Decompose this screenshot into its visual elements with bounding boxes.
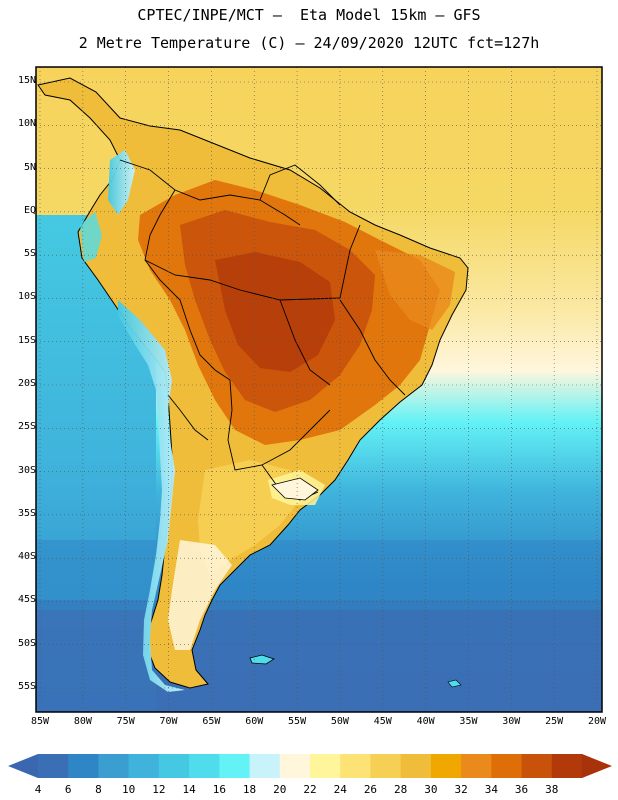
colorbar-label: 22 xyxy=(303,783,317,796)
latitude-label: 10S xyxy=(17,291,36,303)
colorbar-swatch xyxy=(551,754,583,778)
latitude-label: 20S xyxy=(17,378,36,389)
longitude-label: 45W xyxy=(373,716,392,727)
longitude-label: 60W xyxy=(245,716,264,727)
latitude-label: 5S xyxy=(23,248,36,260)
longitude-label: 25W xyxy=(545,716,564,727)
longitude-label: 65W xyxy=(202,716,221,727)
colorbar-swatch xyxy=(310,754,341,778)
colorbar-swatch xyxy=(98,754,130,778)
map-frame xyxy=(35,66,603,713)
colorbar-label: 30 xyxy=(424,783,438,796)
colorbar-label: 18 xyxy=(242,783,257,796)
longitude-label: 55W xyxy=(288,716,307,727)
colorbar-label: 26 xyxy=(363,783,378,796)
colorbar-label: 16 xyxy=(212,783,226,796)
latitude-label: 50S xyxy=(17,637,36,649)
longitude-label: 75W xyxy=(116,716,135,727)
latitude-label: 35S xyxy=(17,507,36,519)
colorbar-swatch xyxy=(219,754,251,778)
colorbar-max-arrow xyxy=(582,754,612,778)
colorbar-swatch xyxy=(400,754,432,778)
longitude-label: 20W xyxy=(587,716,607,727)
colorbar-label: 28 xyxy=(394,783,408,796)
colorbar-label: 4 xyxy=(34,783,42,796)
colorbar-swatch xyxy=(370,754,402,778)
longitude-label: 30W xyxy=(502,716,521,727)
latitude-label: 45S xyxy=(17,594,36,606)
latitude-label: 25S xyxy=(17,421,36,433)
colorbar-swatch xyxy=(189,754,220,778)
colorbar-swatch xyxy=(430,754,462,778)
map-title: CPTEC/INPE/MCT – Eta Model 15km – GFS xyxy=(137,6,481,24)
colorbar-min-arrow xyxy=(8,754,38,778)
latitude-label: 10N xyxy=(17,118,36,130)
colorbar-label: 20 xyxy=(273,783,287,796)
colorbar-label: 36 xyxy=(514,783,529,796)
latitude-label: 55S xyxy=(17,681,36,692)
longitude-label: 50W xyxy=(330,716,349,727)
colorbar-label: 6 xyxy=(64,783,72,796)
colorbar-label: 14 xyxy=(182,783,196,796)
latitude-label: 5N xyxy=(23,161,36,173)
latitude-label: 15S xyxy=(17,334,36,346)
colorbar-label: 32 xyxy=(454,783,468,796)
longitude-label: 80W xyxy=(73,716,92,727)
latitude-label: 15N xyxy=(17,75,36,86)
color-scale-bar xyxy=(8,754,612,778)
colorbar-swatch xyxy=(249,754,281,778)
map-subtitle: 2 Metre Temperature (C) – 24/09/2020 12U… xyxy=(78,34,540,52)
colorbar-label: 38 xyxy=(545,783,559,796)
colorbar-swatch xyxy=(521,754,553,778)
colorbar-label: 8 xyxy=(95,783,102,796)
latitude-label: 40S xyxy=(17,551,36,563)
longitude-label: 85W xyxy=(30,716,50,727)
colorbar-label: 24 xyxy=(333,783,347,796)
longitude-label: 70W xyxy=(159,716,178,727)
colorbar-swatch xyxy=(158,754,190,778)
colorbar-swatch xyxy=(279,754,311,778)
colorbar-swatch xyxy=(491,754,523,778)
colorbar-swatch xyxy=(128,754,160,778)
colorbar-label: 34 xyxy=(484,783,498,796)
colorbar-swatch xyxy=(340,754,371,778)
latitude-label: 30S xyxy=(17,464,36,476)
colorbar-label: 12 xyxy=(152,783,166,796)
longitude-label: 35W xyxy=(459,716,478,727)
colorbar-swatch xyxy=(38,754,69,778)
longitude-label: 40W xyxy=(416,716,435,727)
colorbar-label: 10 xyxy=(122,783,136,796)
colorbar-swatch xyxy=(68,754,99,778)
latitude-label: EQ xyxy=(23,204,36,216)
colorbar-swatch xyxy=(461,754,492,778)
